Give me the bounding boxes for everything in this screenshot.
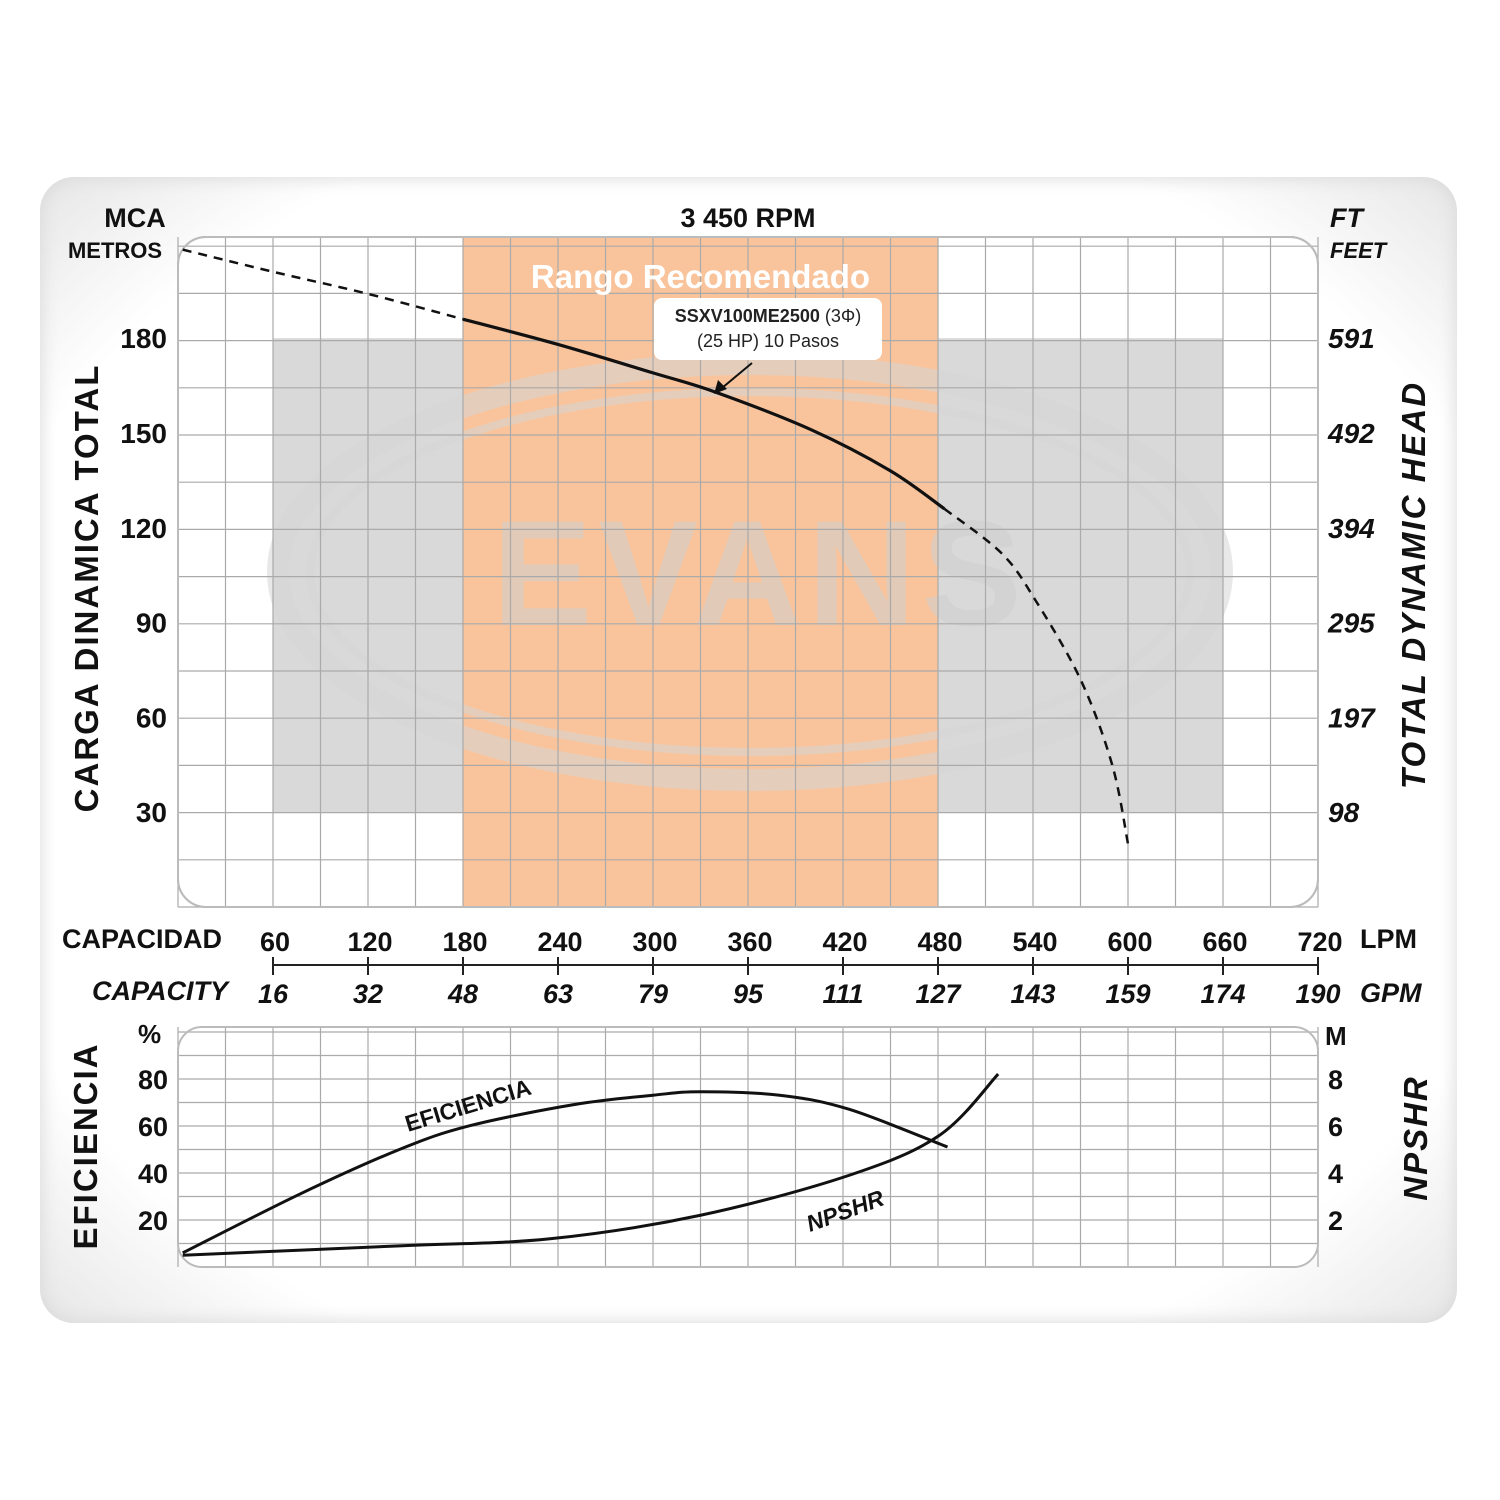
x-tick-label-lpm: 420	[822, 927, 867, 957]
x-axis-label: CAPACIDAD	[62, 924, 222, 954]
x-tick-label-gpm: 32	[353, 979, 383, 1009]
series-label: SSXV100ME2500 (3Φ)	[675, 306, 861, 326]
x-tick-label-gpm: 111	[822, 979, 863, 1009]
npshr-curve	[182, 1073, 1000, 1257]
npshr-axis-label: NPSHR	[1397, 1075, 1434, 1201]
eff-tick-label: 80	[138, 1065, 168, 1095]
y-tick-label-right: 197	[1328, 702, 1376, 733]
x-tick-label-gpm: 127	[915, 979, 962, 1009]
left-unit: MCA	[104, 203, 166, 233]
x-tick-label-lpm: 540	[1012, 927, 1057, 957]
x-tick-label-lpm: 480	[917, 927, 962, 957]
y-tick-label-right: 295	[1327, 608, 1375, 639]
x-tick-label-lpm: 120	[347, 927, 392, 957]
y-tick-label: 30	[136, 797, 167, 828]
right-unit-sub: FEET	[1330, 238, 1388, 263]
chart-title: 3 450 RPM	[680, 203, 815, 233]
eff-unit: %	[138, 1019, 161, 1049]
series-subtitle: (25 HP) 10 Pasos	[697, 331, 839, 351]
eff-tick-label: 40	[138, 1159, 168, 1189]
x-tick-label-gpm: 48	[447, 979, 478, 1009]
npshr-tick-label: 4	[1328, 1159, 1343, 1189]
eff-axis-label: EFICIENCIA	[67, 1042, 104, 1249]
eff-tick-label: 60	[138, 1112, 168, 1142]
npshr-tick-label: 2	[1328, 1206, 1343, 1236]
y-tick-label: 90	[136, 608, 167, 639]
x-tick-label-gpm: 95	[733, 979, 764, 1009]
head-curve-dashed	[182, 248, 464, 321]
head-curve-dashed	[943, 507, 1130, 845]
x-tick-label-lpm: 660	[1202, 927, 1247, 957]
x-tick-label-gpm: 190	[1295, 979, 1340, 1009]
efficiency-curve	[182, 1090, 949, 1255]
x-unit: LPM	[1360, 924, 1417, 954]
y-tick-label-right: 394	[1328, 513, 1375, 544]
x-tick-label-gpm: 63	[543, 979, 573, 1009]
y-tick-label: 180	[120, 323, 167, 354]
y-axis-label-right: TOTAL DYNAMIC HEAD	[1395, 381, 1432, 789]
plot-border	[177, 236, 1319, 908]
left-unit-sub: METROS	[68, 238, 162, 263]
y-tick-label-right: 98	[1328, 797, 1360, 828]
y-tick-label-right: 591	[1328, 323, 1375, 354]
series-label-box	[654, 298, 882, 360]
x-tick-label-gpm: 16	[258, 979, 289, 1009]
recommended-range-label: Rango Recomendado	[531, 258, 870, 295]
right-unit: FT	[1330, 203, 1365, 233]
y-tick-label-right: 492	[1327, 418, 1375, 449]
y-tick-label: 150	[120, 418, 167, 449]
evans-watermark: EVANS	[267, 353, 1233, 791]
npshr-tick-label: 6	[1328, 1112, 1343, 1142]
x-tick-label-gpm: 159	[1105, 979, 1150, 1009]
x-tick-label-lpm: 300	[632, 927, 677, 957]
x-tick-label-gpm: 79	[638, 979, 668, 1009]
eff-tick-label: 20	[138, 1206, 168, 1236]
x-tick-label-gpm: 174	[1200, 979, 1245, 1009]
x-unit-en: GPM	[1360, 978, 1422, 1008]
npshr-unit: M	[1325, 1021, 1347, 1051]
x-tick-label-lpm: 600	[1107, 927, 1152, 957]
y-tick-label: 120	[120, 513, 167, 544]
series-model: SSXV100ME2500	[675, 306, 820, 326]
label-arrowhead	[714, 380, 727, 394]
y-axis-label: CARGA DINAMICA TOTAL	[68, 364, 105, 813]
npshr-tick-label: 8	[1328, 1065, 1343, 1095]
x-tick-label-gpm: 143	[1010, 979, 1055, 1009]
y-tick-label: 60	[136, 702, 167, 733]
x-tick-label-lpm: 180	[442, 927, 487, 957]
x-tick-label-lpm: 240	[537, 927, 582, 957]
series-phase: (3Φ)	[820, 306, 861, 326]
x-axis-label-en: CAPACITY	[92, 976, 231, 1006]
x-tick-label-lpm: 720	[1297, 927, 1342, 957]
label-arrow	[721, 362, 753, 389]
x-tick-label-lpm: 360	[727, 927, 772, 957]
watermark-text: EVANS	[492, 489, 1028, 657]
x-tick-label-lpm: 60	[260, 927, 290, 957]
eff-plot-border	[177, 1026, 1319, 1268]
